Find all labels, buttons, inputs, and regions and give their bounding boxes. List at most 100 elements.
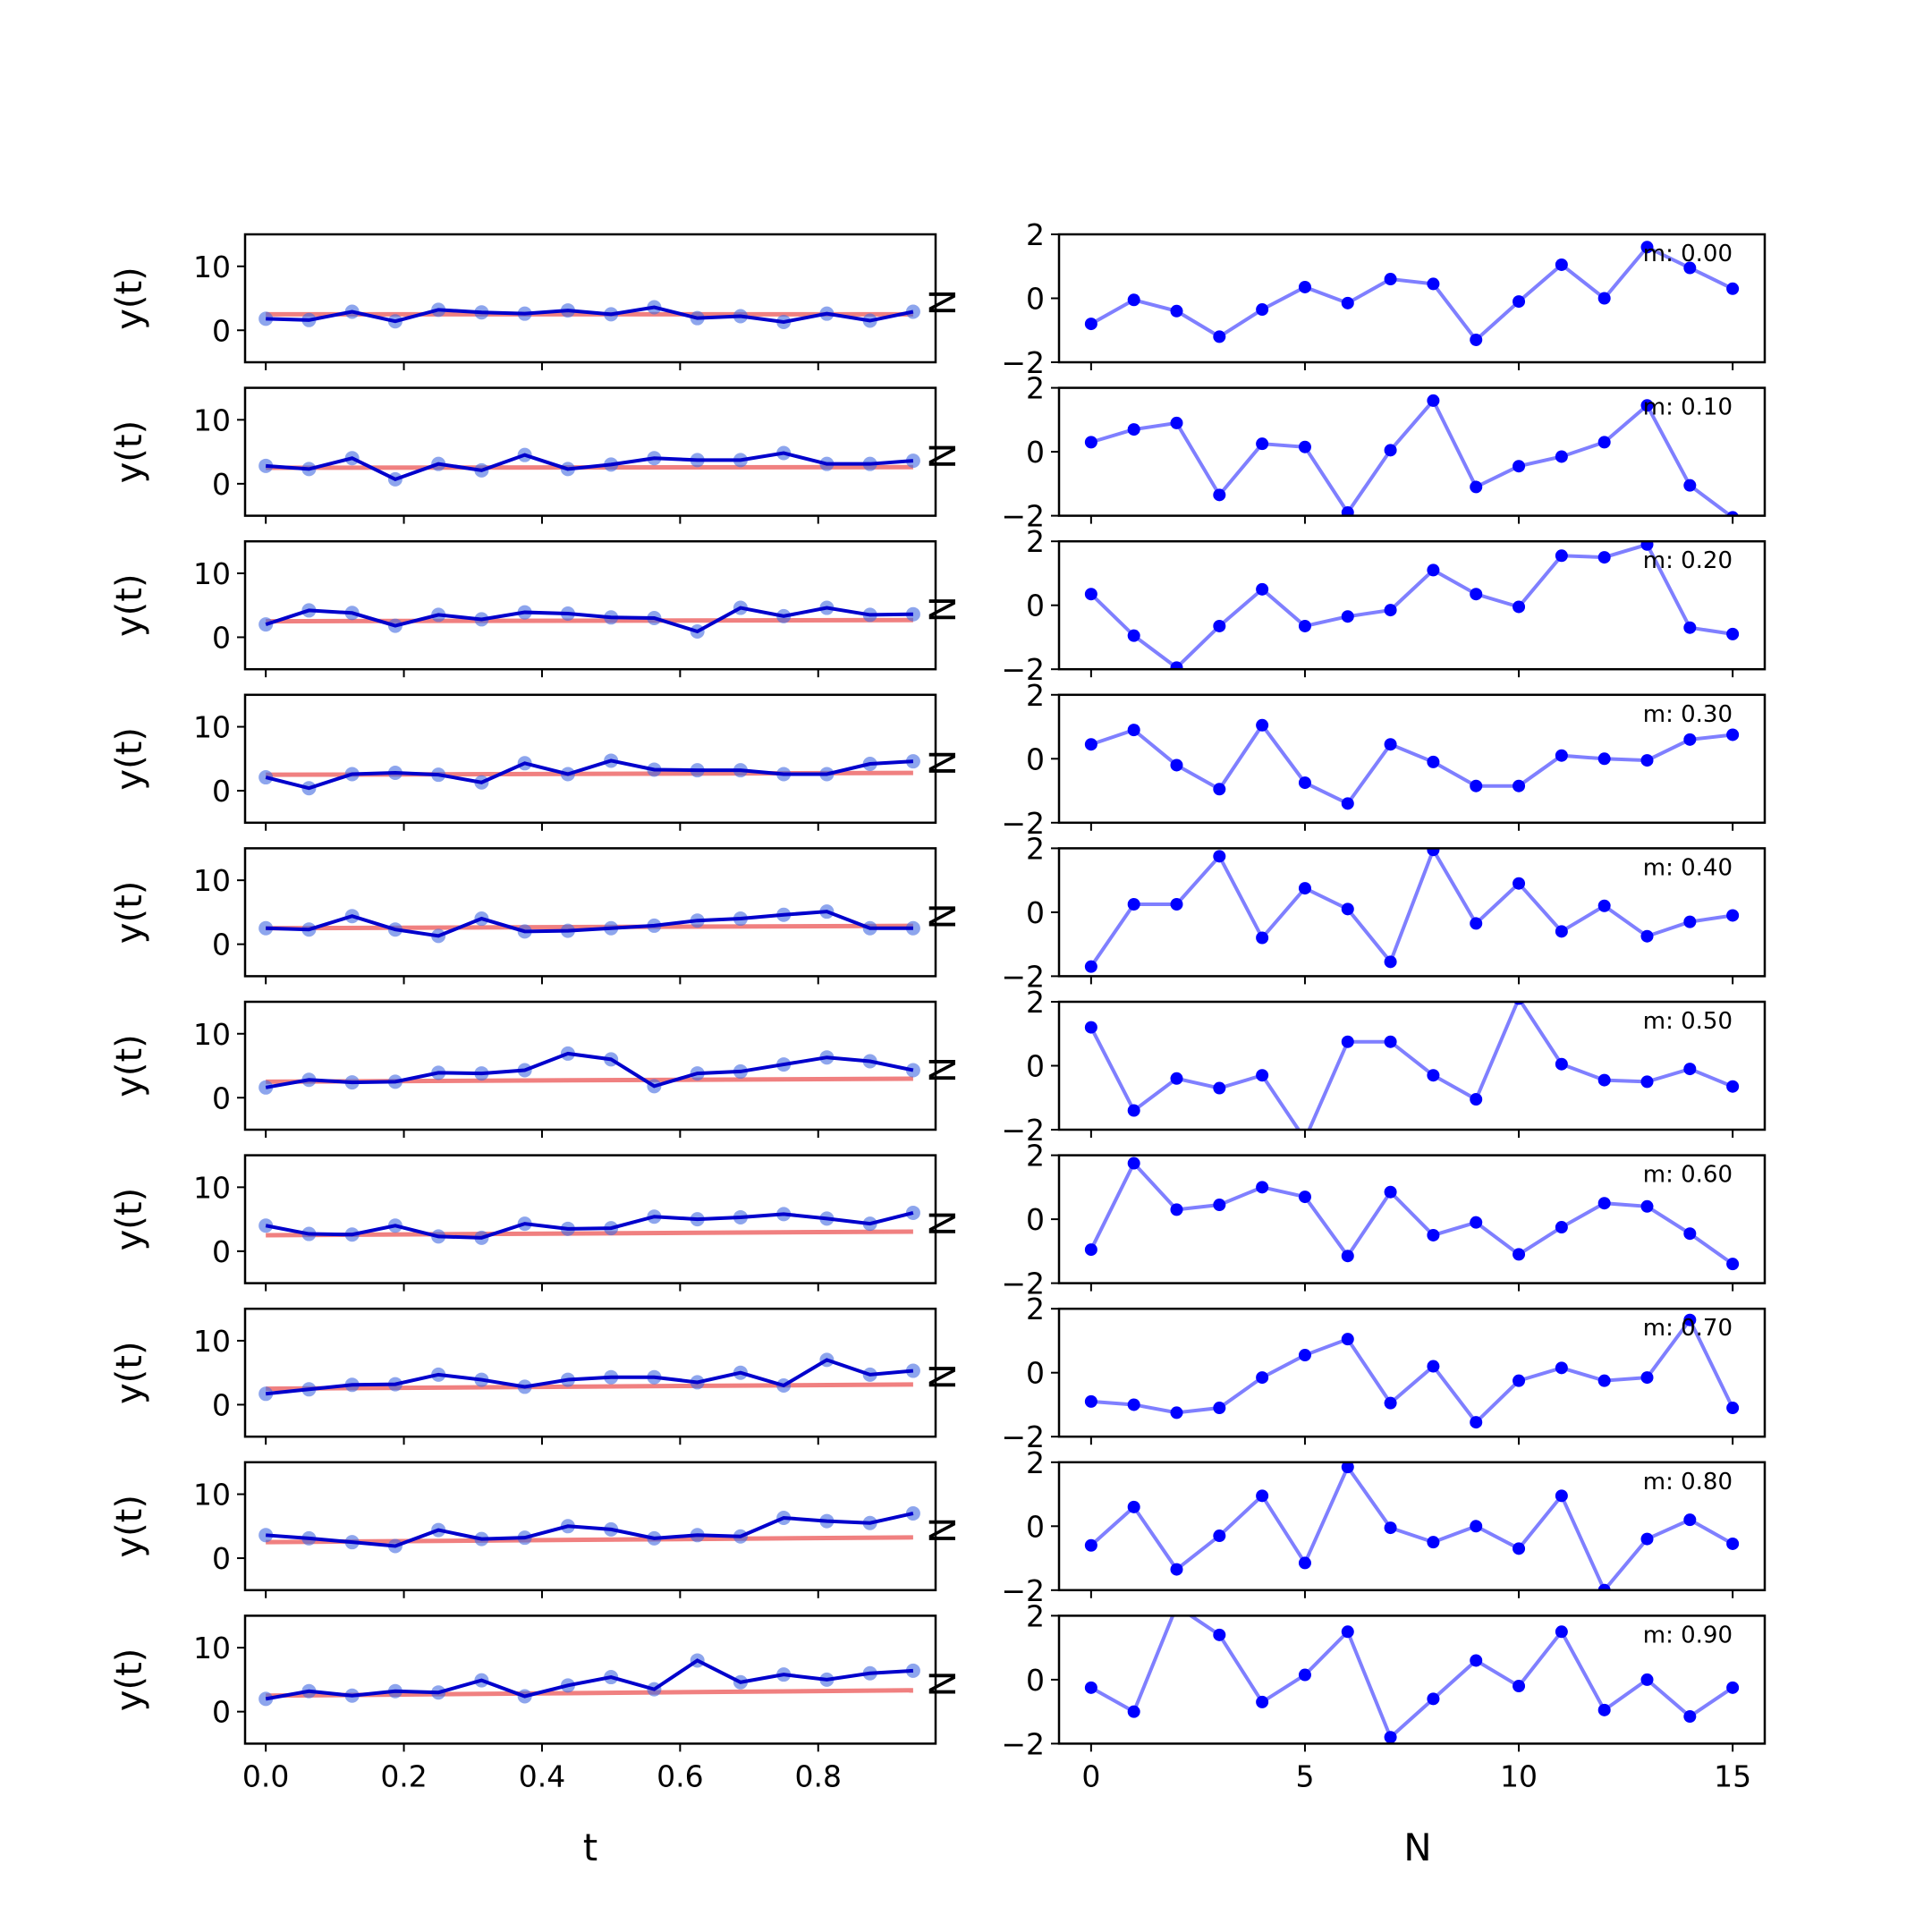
y-tick-label: 0 — [212, 313, 231, 348]
noise-point — [1084, 318, 1097, 331]
time-series-plot-area — [258, 445, 920, 487]
noise-point — [1127, 423, 1140, 436]
noise-plot-area — [1084, 1313, 1740, 1429]
time-series-plot-area — [258, 1653, 920, 1707]
y-tick-label: 0 — [212, 467, 231, 502]
y-tick-label: −2 — [1001, 959, 1045, 994]
noise-point — [1555, 450, 1568, 463]
noise-point — [1084, 588, 1097, 601]
noise-point — [1427, 394, 1440, 407]
noise-point — [1384, 604, 1397, 617]
noise-point — [1470, 588, 1483, 601]
fit-line — [266, 1229, 913, 1238]
noise-point — [1683, 621, 1697, 634]
noise-point — [1384, 955, 1397, 969]
noise-point — [1597, 1197, 1611, 1210]
y-tick-label: 2 — [1026, 217, 1045, 252]
noise-point — [1127, 724, 1140, 737]
noise-point — [1683, 915, 1697, 928]
noise-y-axis-label: N — [923, 596, 964, 623]
time-series-plot-area — [258, 600, 920, 640]
noise-plot-area — [1084, 1157, 1740, 1271]
time-series-panel: 0 10 y(t) — [109, 1154, 937, 1292]
y-tick-label: 10 — [193, 250, 231, 284]
noise-point — [1170, 1203, 1183, 1216]
noise-point — [1213, 1628, 1226, 1641]
y-tick-label: 0 — [212, 1387, 231, 1422]
time-series-panel: 0 10 y(t) — [109, 1307, 937, 1445]
time-series-frame — [243, 1461, 937, 1592]
noise-point — [1213, 619, 1226, 632]
noise-point — [1555, 1625, 1568, 1639]
noise-point — [1341, 1462, 1354, 1474]
y-tick-label: 10 — [193, 556, 231, 591]
noise-point — [1298, 440, 1311, 453]
time-series-plot-area — [258, 300, 920, 329]
noise-point — [1555, 1361, 1568, 1375]
noise-point — [1298, 1668, 1311, 1682]
noise-point — [1683, 1313, 1697, 1326]
noise-point — [1427, 564, 1440, 577]
y-tick-label: 0 — [212, 620, 231, 655]
slope-annotation: m: 0.40 — [1643, 854, 1733, 881]
noise-point — [1427, 277, 1440, 291]
noise-point — [1170, 304, 1183, 318]
noise-line — [1089, 244, 1734, 343]
noise-point — [1597, 551, 1611, 564]
y-tick-label: 10 — [193, 1324, 231, 1359]
noise-point — [1726, 627, 1740, 640]
noise-point — [1127, 293, 1140, 307]
noise-point — [1726, 1681, 1740, 1694]
y-axis-label: y(t) — [109, 1648, 150, 1712]
noise-line — [1089, 1160, 1734, 1266]
y-tick-label: 2 — [1026, 1598, 1045, 1633]
y-tick-label: −2 — [1001, 1419, 1045, 1454]
noise-point — [1683, 1710, 1697, 1724]
y-tick-label: 0 — [212, 1080, 231, 1115]
noise-point — [1513, 1374, 1526, 1387]
time-series-frame — [243, 386, 937, 517]
time-series-panel: 0 10 y(t) — [109, 539, 937, 678]
noise-point — [1513, 877, 1526, 890]
noise-point — [1084, 960, 1097, 973]
time-series-panel: 0 10 y(t) — [109, 847, 937, 985]
noise-point — [1084, 1681, 1097, 1694]
slope-annotation: m: 0.20 — [1643, 547, 1733, 574]
y-tick-label: −2 — [1001, 499, 1045, 534]
y-tick-label: 0 — [1026, 1049, 1045, 1084]
noise-point — [1427, 1692, 1440, 1706]
noise-point — [1427, 1069, 1440, 1082]
noise-point — [1640, 929, 1654, 943]
time-series-panel: 0 10 y(t) — [109, 693, 937, 831]
y-tick-label: 2 — [1026, 1445, 1045, 1480]
noise-point — [1640, 1532, 1654, 1546]
noise-y-axis-label: N — [923, 1363, 964, 1390]
noise-point — [1640, 1075, 1654, 1089]
noise-point — [1298, 1349, 1311, 1362]
x-tick-label: 0.2 — [380, 1758, 427, 1793]
y-tick-label: 10 — [193, 402, 231, 437]
y-tick-label: 0 — [212, 774, 231, 809]
y-axis-label: y(t) — [109, 727, 150, 791]
y-tick-label: 0 — [1026, 589, 1045, 623]
slope-annotation: m: 0.70 — [1643, 1315, 1733, 1342]
noise-point — [1427, 755, 1440, 768]
noise-point — [1597, 899, 1611, 912]
noise-point — [1213, 850, 1226, 863]
noise-panel: −2 0 2 m: 0.00 N — [923, 217, 1767, 380]
y-tick-label: 2 — [1026, 1292, 1045, 1326]
noise-point — [1256, 1069, 1269, 1082]
noise-point — [1213, 1402, 1226, 1415]
noise-point — [1427, 1536, 1440, 1549]
noise-point — [1298, 882, 1311, 895]
noise-point — [1513, 1248, 1526, 1261]
noise-point — [1298, 776, 1311, 790]
noise-point — [1256, 718, 1269, 732]
y-tick-label: 0 — [1026, 741, 1045, 776]
noise-point — [1555, 1221, 1568, 1234]
noise-y-axis-label: N — [923, 289, 964, 316]
y-axis-label: y(t) — [109, 1495, 150, 1558]
noise-point — [1470, 1216, 1483, 1229]
noise-point — [1213, 1199, 1226, 1212]
noise-y-axis-label: N — [923, 750, 964, 776]
